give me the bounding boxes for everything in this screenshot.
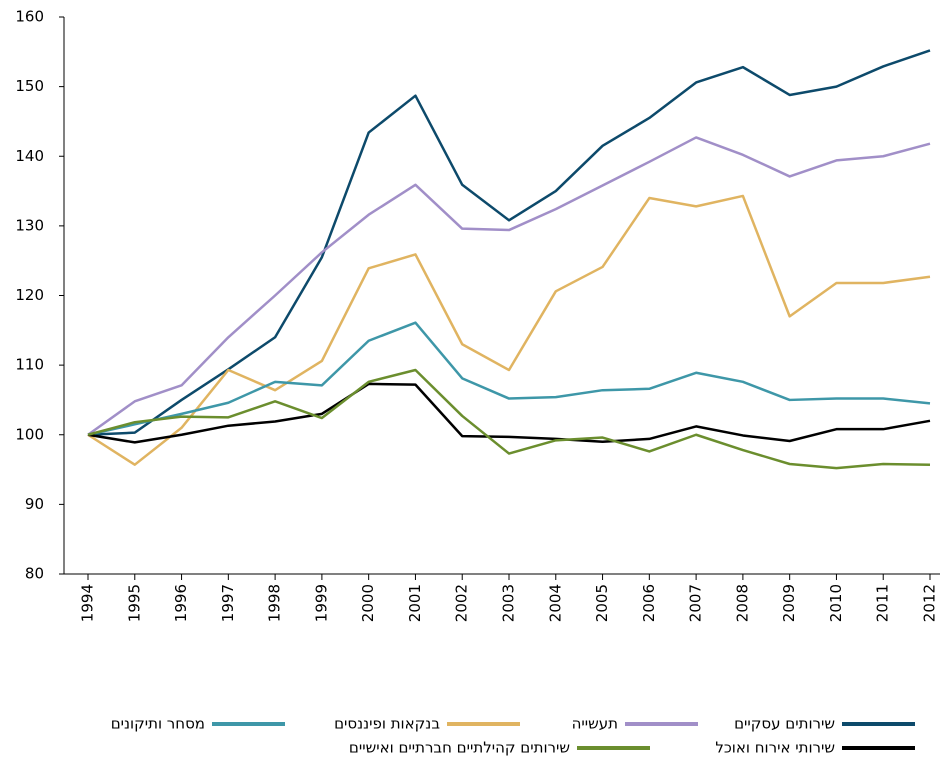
- x-tick-label: 2004: [546, 584, 564, 622]
- x-tick-label: 2001: [406, 584, 424, 622]
- x-tick-label: 1995: [125, 584, 143, 622]
- y-tick-label: 120: [15, 286, 44, 304]
- series-line: [87, 194, 931, 466]
- x-tick-label: 2003: [500, 584, 518, 622]
- x-tick-label: 1996: [172, 584, 190, 622]
- series-line: [87, 136, 931, 436]
- y-tick-label: 130: [15, 216, 44, 234]
- x-tick-label: 1994: [79, 584, 97, 622]
- x-tick-label: 2009: [780, 584, 798, 622]
- x-tick-label: 1998: [266, 584, 284, 622]
- x-tick-label: 2008: [733, 584, 751, 622]
- x-tick-label: 1999: [312, 584, 330, 622]
- y-tick-label: 80: [25, 565, 44, 583]
- legend-label: תעשייה: [572, 715, 618, 733]
- legend-label: מסחר ותיקונים: [111, 715, 205, 733]
- legend-label: שירותים קהילתיים חברתיים ואישיים: [349, 739, 570, 757]
- y-tick-label: 110: [15, 356, 44, 374]
- legend-label: בנקאות ופיננסים: [334, 715, 440, 733]
- y-tick-label: 140: [15, 147, 44, 165]
- series-line: [87, 368, 931, 470]
- x-tick-label: 2011: [874, 584, 892, 622]
- x-tick-label: 2010: [827, 584, 845, 622]
- series-line: [87, 49, 931, 436]
- x-tick-label: 2005: [593, 584, 611, 622]
- y-tick-label: 160: [15, 8, 44, 26]
- series-line: [87, 321, 931, 436]
- x-tick-label: 2000: [359, 584, 377, 622]
- x-tick-label: 2012: [921, 584, 939, 622]
- x-tick-label: 2006: [640, 584, 658, 622]
- y-tick-label: 90: [25, 495, 44, 513]
- y-tick-label: 150: [15, 77, 44, 95]
- legend-label: שירותים עסקיים: [734, 715, 835, 733]
- x-tick-label: 2002: [453, 584, 471, 622]
- x-tick-label: 2007: [687, 584, 705, 622]
- x-tick-label: 1997: [219, 584, 237, 622]
- series-line: [87, 382, 931, 444]
- y-tick-label: 100: [15, 425, 44, 443]
- legend-label: שירותי אירוח ואוכל: [715, 739, 835, 757]
